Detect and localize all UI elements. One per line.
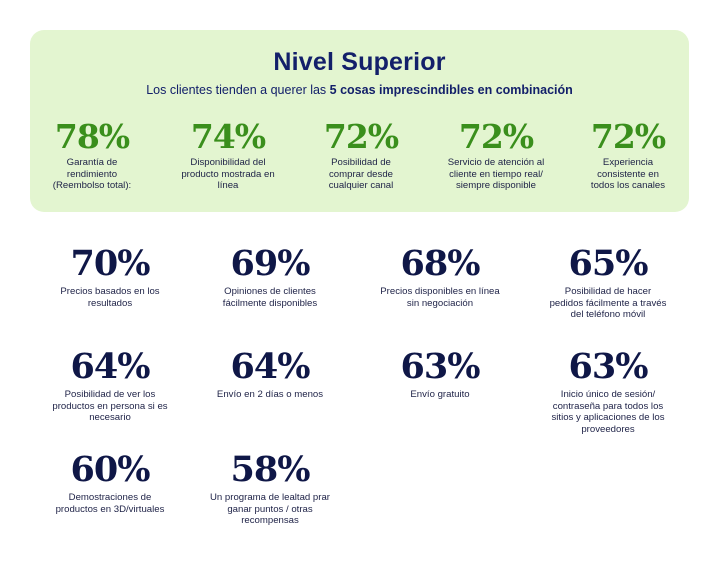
stat-label: Envío gratuito [410, 389, 470, 400]
stat-value: 70% [70, 243, 151, 284]
stat-value: 63% [568, 346, 649, 387]
subtitle-text: Los clientes tienden a querer las [146, 83, 330, 97]
top-stat-value: 74% [190, 117, 266, 156]
page-title: Nivel Superior [273, 48, 446, 76]
stat-value: 65% [568, 243, 649, 284]
stat-label: Demostraciones de productos en 3D/virtua… [55, 492, 165, 515]
stat-item: 58% Un programa de lealtad prar ganar pu… [210, 452, 330, 527]
top-stat-label: Disponibilidad del producto mostrada en … [181, 157, 275, 191]
stat-item: 64% Envío en 2 días o menos [210, 349, 330, 401]
stat-value: 68% [400, 243, 481, 284]
stat-item: 64% Posibilidad de ver los productos en … [50, 349, 170, 424]
stat-label: Opiniones de clientes fácilmente disponi… [222, 286, 318, 309]
stat-label: Un programa de lealtad prar ganar puntos… [210, 492, 330, 526]
top-stat: 74% Disponibilidad del producto mostrada… [173, 120, 283, 192]
top-stat-value: 72% [323, 117, 399, 156]
top-stat-label: Servicio de atención al cliente en tiemp… [447, 157, 545, 191]
top-stat: 72% Servicio de atención al cliente en t… [440, 120, 552, 192]
top-stat-label: Garantía de rendimiento (Reembolso total… [52, 157, 132, 191]
top-stat: 72% Experiencia consistente en todos los… [580, 120, 676, 192]
subtitle-highlight: 5 cosas imprescindibles en combinación [329, 83, 573, 97]
stat-item: 69% Opiniones de clientes fácilmente dis… [210, 246, 330, 309]
stat-label: Posibilidad de ver los productos en pers… [52, 389, 168, 423]
stat-item: 68% Precios disponibles en línea sin neg… [380, 246, 500, 309]
stat-value: 63% [400, 346, 481, 387]
page-subtitle: Los clientes tienden a querer las 5 cosa… [30, 83, 689, 97]
stat-item: 63% Inicio único de sesión/ contraseña p… [548, 349, 668, 435]
stat-item: 60% Demostraciones de productos en 3D/vi… [48, 452, 172, 515]
stat-item: 63% Envío gratuito [380, 349, 500, 401]
top-stat-label: Posibilidad de comprar desde cualquier c… [328, 157, 394, 191]
stat-label: Precios disponibles en línea sin negocia… [380, 286, 500, 309]
top-stat: 78% Garantía de rendimiento (Reembolso t… [42, 120, 142, 192]
top-tier-panel: Nivel Superior Los clientes tienden a qu… [30, 30, 689, 212]
top-stat-value: 72% [590, 117, 666, 156]
top-stat-value: 72% [458, 117, 534, 156]
stat-value: 58% [230, 449, 311, 490]
stat-value: 69% [230, 243, 311, 284]
stat-value: 64% [230, 346, 311, 387]
top-stat-value: 78% [54, 117, 130, 156]
stat-label: Posibilidad de hacer pedidos fácilmente … [549, 286, 667, 320]
stat-item: 70% Precios basados en los resultados [50, 246, 170, 309]
stat-label: Inicio único de sesión/ contraseña para … [551, 389, 665, 435]
stat-label: Envío en 2 días o menos [216, 389, 324, 400]
stat-label: Precios basados en los resultados [60, 286, 160, 309]
top-stat-label: Experiencia consistente en todos los can… [590, 157, 666, 191]
stat-value: 64% [70, 346, 151, 387]
stat-item: 65% Posibilidad de hacer pedidos fácilme… [548, 246, 668, 321]
top-stat: 72% Posibilidad de comprar desde cualqui… [313, 120, 409, 192]
stat-value: 60% [70, 449, 151, 490]
